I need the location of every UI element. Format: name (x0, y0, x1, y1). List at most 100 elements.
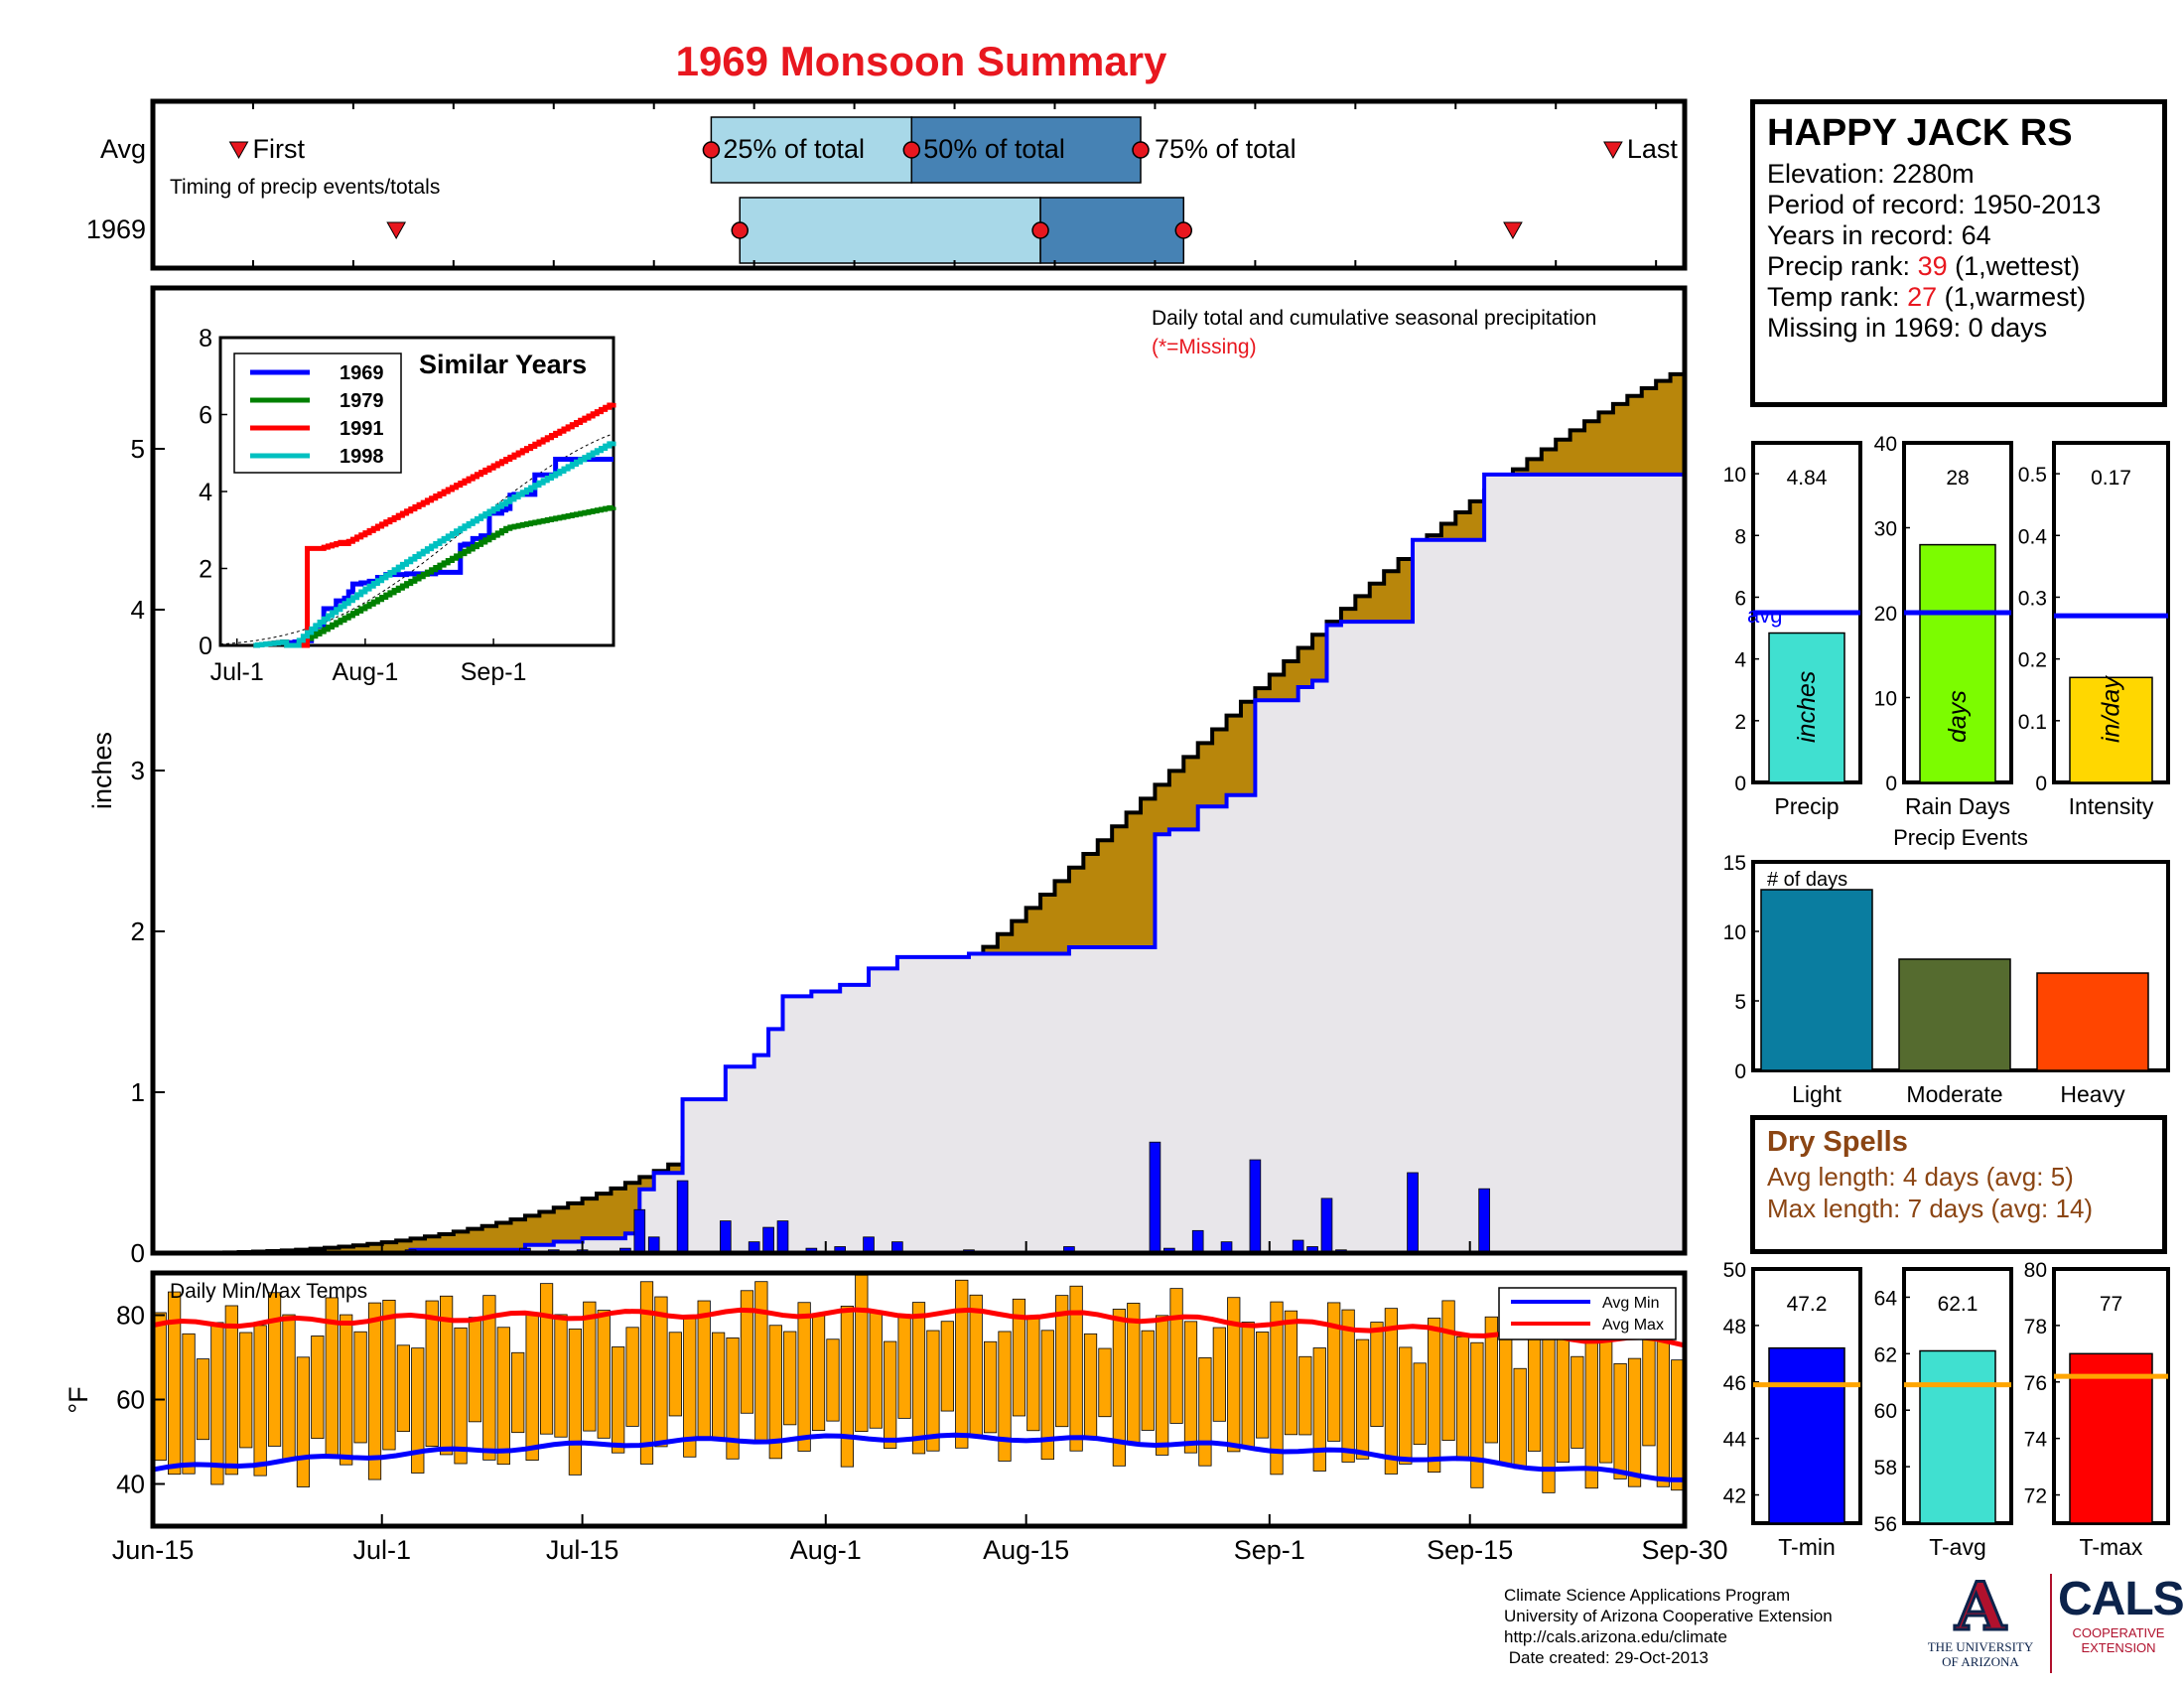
daily-temp-range-bar (1083, 1333, 1098, 1439)
daily-temp-range-bar (1399, 1346, 1413, 1465)
precip-events-category-label: Light (1792, 1081, 1842, 1107)
small-panel-y-tick-label: 10 (1874, 688, 1897, 711)
daily-temp-range-bar (1298, 1355, 1312, 1436)
daily-temp-range-bar (726, 1336, 740, 1460)
daily-precip-bar (1249, 1159, 1262, 1254)
daily-temp-range-bar (840, 1306, 855, 1468)
daily-temp-range-bar (639, 1281, 654, 1465)
precip-events-bar (2036, 972, 2149, 1071)
footer-line-2: University of Arizona Cooperative Extens… (1504, 1607, 1833, 1625)
station-temp-rank: Temp rank: 27 (1,warmest) (1767, 282, 2150, 313)
daily-temp-range-bar (1355, 1338, 1370, 1460)
daily-temp-range-bar (1169, 1288, 1183, 1424)
temp-legend-label-min: Avg Min (1602, 1295, 1660, 1312)
station-missing: Missing in 1969: 0 days (1767, 313, 2048, 343)
x-tick-label: Sep-30 (1641, 1535, 1727, 1565)
daily-temp-range-bar (539, 1283, 554, 1435)
small-panel-y-tick-label: 0.3 (2018, 587, 2047, 610)
precip-events-title: Precip Events (1893, 825, 2028, 850)
inset-legend-box (233, 352, 402, 474)
small-panel-category-label: Intensity (2069, 793, 2154, 819)
daily-temp-range-bar (1428, 1318, 1441, 1473)
temp-y-tick-label: 80 (116, 1301, 145, 1331)
small-panel-y-tick-label: 60 (1874, 1400, 1897, 1423)
precip-events-category-label: Heavy (2060, 1081, 2125, 1107)
daily-temp-range-bar (1212, 1327, 1226, 1422)
small-panel-value-bar (1919, 1349, 1996, 1524)
timing-marker-dot (1031, 221, 1049, 239)
small-panel-y-tick-label: 76 (2024, 1372, 2047, 1395)
daily-temp-range-bar (496, 1327, 510, 1466)
daily-temp-range-bar (654, 1296, 668, 1448)
daily-temp-range-bar (353, 1331, 367, 1444)
daily-temp-range-bar (797, 1302, 811, 1452)
small-panel-y-tick-label: 4 (1734, 649, 1746, 672)
inset-y-tick-label: 0 (199, 633, 212, 660)
small-panel-y-tick-label: 46 (1723, 1372, 1746, 1395)
small-panel-value-label: 77 (2100, 1293, 2122, 1316)
small-panel-category-label: Rain Days (1905, 793, 2010, 819)
daily-temp-range-bar (153, 1312, 167, 1462)
daily-temp-range-bar (396, 1344, 410, 1433)
small-panel-y-tick-label: 0 (1734, 773, 1746, 795)
daily-temp-range-bar (568, 1329, 583, 1476)
daily-temp-range-bar (1069, 1285, 1083, 1452)
daily-temp-range-bar (1026, 1315, 1040, 1432)
temp-y-tick-label: 60 (116, 1385, 145, 1415)
daily-temp-range-bar (1327, 1302, 1341, 1442)
daily-temp-range-bar (468, 1317, 482, 1423)
daily-temp-range-bar (196, 1358, 210, 1441)
daily-temp-range-bar (612, 1346, 625, 1454)
timing-row-label: 1969 (86, 214, 146, 244)
small-panel-y-tick-label: 62 (1874, 1343, 1897, 1366)
daily-temp-range-bar (182, 1333, 196, 1475)
daily-temp-range-bar (1156, 1315, 1169, 1456)
daily-temp-range-bar (1141, 1330, 1155, 1431)
daily-temp-range-bar (296, 1356, 311, 1487)
small-panel-category-label: T-max (2080, 1534, 2143, 1560)
daily-temp-range-bar (1370, 1322, 1384, 1427)
daily-temp-range-bar (1055, 1295, 1069, 1428)
daily-temp-range-bar (811, 1315, 826, 1432)
daily-temp-range-bar (783, 1331, 797, 1426)
daily-temp-range-bar (239, 1332, 253, 1449)
temp-rank-value: 27 (1907, 282, 1938, 312)
daily-temp-range-bar (683, 1316, 697, 1458)
inset-legend-label: 1991 (340, 418, 384, 440)
daily-temp-range-bar (740, 1290, 754, 1414)
daily-temp-range-bar (525, 1312, 539, 1462)
small-panel-value-bar (1919, 543, 1996, 783)
daily-temp-range-bar (311, 1336, 325, 1440)
small-panel-y-tick-label: 6 (1734, 587, 1746, 610)
small-panel-y-tick-label: 58 (1874, 1457, 1897, 1479)
precip-rank-label: Precip rank: (1767, 251, 1918, 281)
daily-precip-bar (1407, 1172, 1419, 1254)
daily-temp-range-bar (1112, 1309, 1126, 1467)
daily-temp-range-bar (554, 1314, 568, 1438)
small-panel-y-tick-label: 40 (1874, 433, 1897, 456)
daily-temp-range-bar (1241, 1322, 1255, 1449)
cals-logo-line-2: EXTENSION (2081, 1640, 2156, 1655)
footer-line-4: Date created: 29-Oct-2013 (1504, 1648, 1709, 1667)
daily-precip-bar (1191, 1229, 1204, 1254)
similar-years-title: Similar Years (419, 350, 587, 379)
daily-temp-range-bar (855, 1274, 869, 1433)
timing-marker-triangle (386, 221, 407, 240)
inset-average-curve (219, 433, 614, 645)
station-years: Years in record: 64 (1767, 220, 1991, 250)
small-panel-y-tick-label: 44 (1723, 1429, 1747, 1452)
precip-events-bar (1760, 889, 1873, 1071)
daily-temp-range-bar (668, 1332, 682, 1417)
inset-x-tick-label: Aug-1 (333, 658, 399, 686)
small-panel-y-tick-label: 78 (2024, 1316, 2047, 1338)
ua-logo-line-1: THE UNIVERSITY (1927, 1639, 2034, 1654)
daily-temp-range-bar (367, 1302, 382, 1480)
inset-x-tick-label: Sep-1 (461, 658, 527, 686)
daily-temp-range-bar (1183, 1321, 1198, 1454)
precip-events-ylabel: # of days (1767, 869, 1847, 891)
cals-logo-line-1: COOPERATIVE (2072, 1625, 2165, 1640)
precip-events-bar (1898, 958, 2011, 1071)
logo-divider (2050, 1574, 2052, 1673)
daily-temp-range-bar (897, 1314, 911, 1419)
small-panel-y-tick-label: 8 (1734, 525, 1746, 548)
